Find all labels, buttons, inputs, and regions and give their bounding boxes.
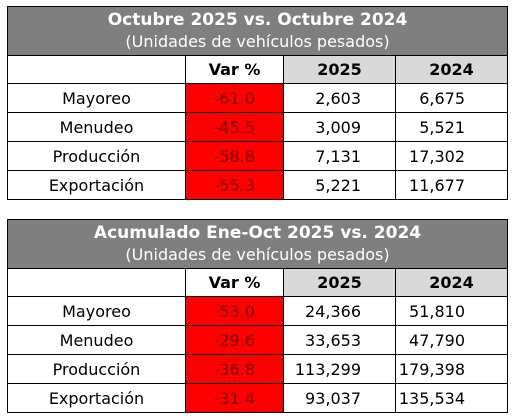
- value-2024-cell: 47,790: [394, 325, 509, 355]
- column-header-2024: 2024: [394, 268, 509, 297]
- value-2024-cell: 51,810: [394, 296, 509, 326]
- row-label: Exportación: [7, 170, 186, 200]
- column-header-var: Var %: [185, 268, 284, 297]
- table-subtitle: (Unidades de vehículos pesados): [125, 32, 390, 51]
- column-header-blank: [7, 55, 186, 84]
- row-label: Mayoreo: [7, 296, 186, 326]
- cumulative-comparison-table: Acumulado Ene-Oct 2025 vs. 2024 (Unidade…: [6, 219, 509, 413]
- var-percent-cell: -31.4: [185, 383, 284, 413]
- table-title: Octubre 2025 vs. Octubre 2024: [107, 10, 408, 30]
- table-title: Acumulado Ene-Oct 2025 vs. 2024: [93, 223, 422, 243]
- value-2024-cell: 135,534: [394, 383, 509, 413]
- monthly-comparison-table: Octubre 2025 vs. Octubre 2024 (Unidades …: [6, 6, 509, 200]
- column-header-2024: 2024: [394, 55, 509, 84]
- value-2025-cell: 3,009: [283, 112, 396, 142]
- value-2024-cell: 5,521: [394, 112, 509, 142]
- var-percent-cell: -53.0: [185, 296, 284, 326]
- row-label: Producción: [7, 141, 186, 171]
- row-label: Exportación: [7, 383, 186, 413]
- table-title-block: Octubre 2025 vs. Octubre 2024 (Unidades …: [6, 6, 509, 56]
- row-label: Menudeo: [7, 112, 186, 142]
- column-header-2025: 2025: [283, 55, 396, 84]
- column-header-blank: [7, 268, 186, 297]
- column-header-2025: 2025: [283, 268, 396, 297]
- table-row: Exportación -55.3 5,221 11,677: [7, 170, 509, 200]
- table-row: Exportación -31.4 93,037 135,534: [7, 383, 509, 413]
- value-2025-cell: 24,366: [283, 296, 396, 326]
- var-percent-cell: -61.0: [185, 83, 284, 113]
- value-2024-cell: 11,677: [394, 170, 509, 200]
- value-2025-cell: 93,037: [283, 383, 396, 413]
- value-2025-cell: 33,653: [283, 325, 396, 355]
- row-label: Producción: [7, 354, 186, 384]
- row-label: Menudeo: [7, 325, 186, 355]
- var-percent-cell: -29.6: [185, 325, 284, 355]
- value-2024-cell: 179,398: [394, 354, 509, 384]
- var-percent-cell: -36.8: [185, 354, 284, 384]
- var-percent-cell: -58.8: [185, 141, 284, 171]
- value-2025-cell: 7,131: [283, 141, 396, 171]
- row-label: Mayoreo: [7, 83, 186, 113]
- table-row: Menudeo -29.6 33,653 47,790: [7, 325, 509, 355]
- table-row: Producción -36.8 113,299 179,398: [7, 354, 509, 384]
- value-2024-cell: 17,302: [394, 141, 509, 171]
- table-subtitle: (Unidades de vehículos pesados): [125, 245, 390, 264]
- value-2025-cell: 2,603: [283, 83, 396, 113]
- column-header-row: Var % 2025 2024: [7, 268, 509, 297]
- table-row: Menudeo -45.5 3,009 5,521: [7, 112, 509, 142]
- var-percent-cell: -55.3: [185, 170, 284, 200]
- table-row: Producción -58.8 7,131 17,302: [7, 141, 509, 171]
- value-2024-cell: 6,675: [394, 83, 509, 113]
- value-2025-cell: 113,299: [283, 354, 396, 384]
- table-row: Mayoreo -53.0 24,366 51,810: [7, 296, 509, 326]
- table-row: Mayoreo -61.0 2,603 6,675: [7, 83, 509, 113]
- table-title-block: Acumulado Ene-Oct 2025 vs. 2024 (Unidade…: [6, 219, 509, 269]
- column-header-var: Var %: [185, 55, 284, 84]
- value-2025-cell: 5,221: [283, 170, 396, 200]
- var-percent-cell: -45.5: [185, 112, 284, 142]
- column-header-row: Var % 2025 2024: [7, 55, 509, 84]
